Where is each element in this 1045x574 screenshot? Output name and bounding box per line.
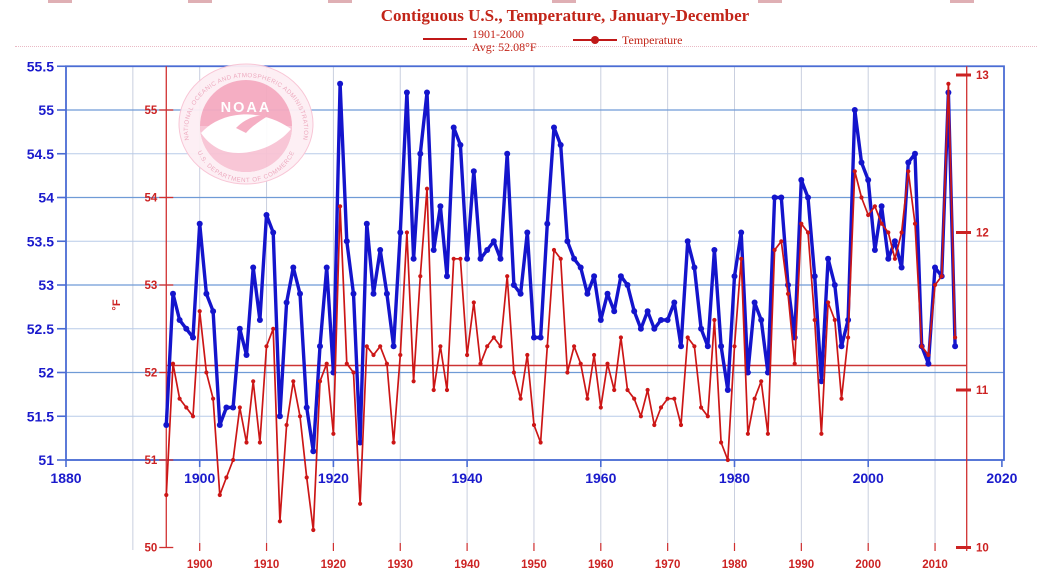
blue-x-axis: 1880 1900 1920 1940 1960 1980 2000 2020 <box>50 460 1018 486</box>
svg-text:52.5: 52.5 <box>27 321 54 337</box>
svg-text:2000: 2000 <box>853 470 884 486</box>
svg-text:1960: 1960 <box>588 559 614 571</box>
svg-text:52: 52 <box>144 368 157 380</box>
svg-text:50: 50 <box>144 543 157 555</box>
svg-text:51: 51 <box>38 452 54 468</box>
noaa-logo-text: NOAA <box>221 100 272 116</box>
temperature-line-sample <box>573 36 617 44</box>
red-x-axis: 1900 1910 1920 1930 1940 1950 1960 1970 1980 1990… <box>187 543 948 571</box>
noaa-logo-watermark: NATIONAL OCEANIC AND ATMOSPHERIC ADMINIS… <box>178 63 314 185</box>
average-line-label: 1901-2000 Avg: 52.08°F <box>472 28 537 54</box>
svg-text:1980: 1980 <box>719 470 750 486</box>
header-divider <box>15 46 1037 47</box>
svg-text:11: 11 <box>976 385 989 397</box>
svg-text:55: 55 <box>144 105 157 117</box>
svg-text:54: 54 <box>144 193 157 205</box>
average-value: Avg: 52.08°F <box>472 40 537 54</box>
blue-plot-frame <box>65 65 1005 461</box>
svg-text:53: 53 <box>38 277 54 293</box>
chart-title: Contiguous U.S., Temperature, January-De… <box>380 6 750 25</box>
svg-text:1910: 1910 <box>254 559 280 571</box>
svg-text:10: 10 <box>976 543 989 555</box>
svg-text:12: 12 <box>976 228 989 240</box>
svg-text:1970: 1970 <box>655 559 681 571</box>
svg-text:51.5: 51.5 <box>27 408 54 424</box>
svg-text:2020: 2020 <box>986 470 1017 486</box>
svg-text:55.5: 55.5 <box>27 58 54 74</box>
svg-text:2000: 2000 <box>855 559 881 571</box>
red-temperature-series <box>164 81 958 533</box>
svg-text:1990: 1990 <box>789 559 815 571</box>
svg-text:13: 13 <box>976 70 989 82</box>
svg-text:1920: 1920 <box>321 559 347 571</box>
average-period: 1901-2000 <box>472 27 524 41</box>
svg-text:1900: 1900 <box>187 559 213 571</box>
blue-y-axis: 55.5 55 54.5 54 53.5 53 52.5 52 51.5 51 <box>27 58 66 468</box>
svg-text:1950: 1950 <box>521 559 547 571</box>
temperature-marker-dot <box>591 36 599 44</box>
svg-text:1900: 1900 <box>184 470 215 486</box>
svg-text:1960: 1960 <box>585 470 616 486</box>
svg-text:52: 52 <box>38 365 54 381</box>
svg-text:1920: 1920 <box>318 470 349 486</box>
svg-text:53: 53 <box>144 280 157 292</box>
svg-text:1940: 1940 <box>454 559 480 571</box>
svg-text:55: 55 <box>38 102 54 118</box>
svg-text:2010: 2010 <box>922 559 948 571</box>
svg-text:54.5: 54.5 <box>27 146 54 162</box>
svg-text:1880: 1880 <box>50 470 81 486</box>
svg-text:53.5: 53.5 <box>27 233 54 249</box>
svg-text:1980: 1980 <box>722 559 748 571</box>
temperature-series-label: Temperature <box>622 33 683 47</box>
svg-text:1940: 1940 <box>452 470 483 486</box>
svg-text:1930: 1930 <box>387 559 413 571</box>
average-line-sample <box>423 38 467 40</box>
red-inner-f-axis: 55 54 53 52 51 50 °F <box>111 66 174 555</box>
red-right-c-axis: 13 12 11 10 <box>956 66 989 555</box>
svg-text:54: 54 <box>38 190 54 206</box>
chart-legend: 1901-2000 Avg: 52.08°F Temperature <box>0 0 1045 60</box>
svg-text:51: 51 <box>144 455 157 467</box>
red-axis-unit-label: °F <box>111 299 123 310</box>
